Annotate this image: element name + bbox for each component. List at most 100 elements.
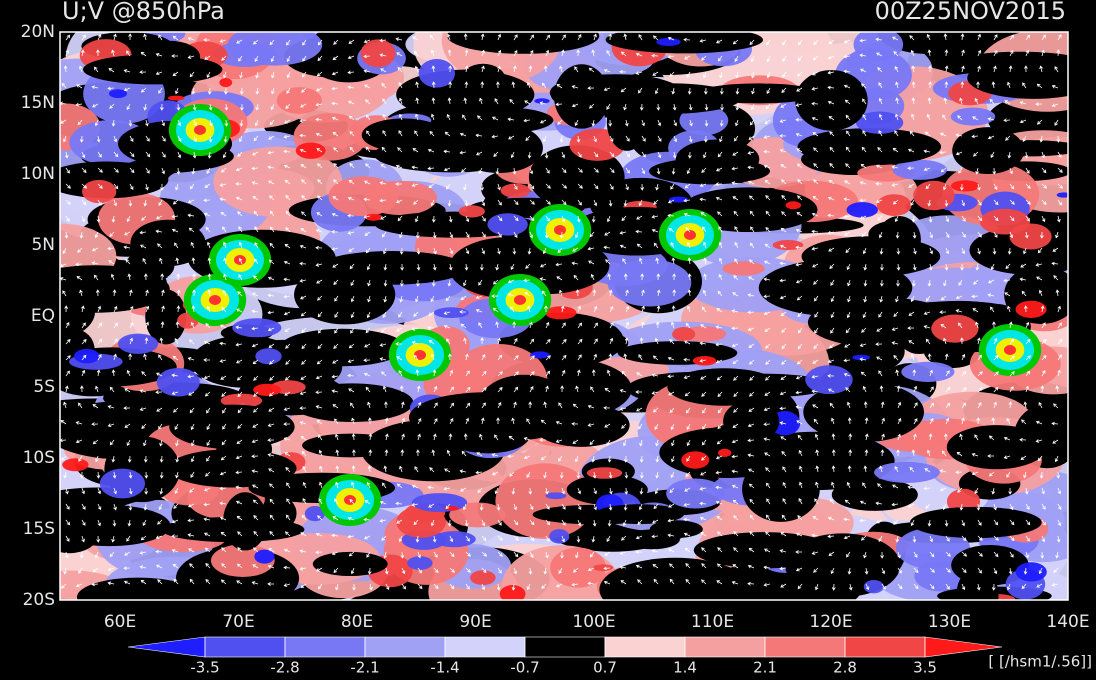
wind-arrow [267,327,275,332]
wind-arrow [253,135,259,142]
wind-arrow [91,582,99,587]
wind-arrow [592,289,597,297]
wind-arrow [543,567,548,575]
wind-arrow [593,305,598,313]
wind-arrow [621,215,627,222]
wind-arrow [1025,183,1031,189]
wind-arrow [943,97,948,105]
lat-label: EQ [31,306,55,326]
wind-arrow [253,210,259,217]
wind-arrow [559,135,564,143]
wind-arrow [127,519,132,527]
wind-arrow [113,322,118,329]
wind-arrow [411,183,419,187]
wind-arrow [988,435,995,441]
wind-arrow [701,455,707,461]
wind-arrow [317,179,323,185]
lon-label: 110E [691,612,734,632]
wind-arrow [687,289,692,297]
wind-arrow [545,370,551,377]
wind-arrow [158,423,163,430]
wind-arrow [669,407,675,414]
wind-arrow [92,404,99,409]
wind-arrow [155,71,163,76]
wind-arrow [171,519,179,524]
wind-arrow [172,563,179,569]
wind-arrow [653,199,659,205]
calm-patch [553,329,629,357]
wind-arrow [545,338,551,345]
wind-arrow [302,71,307,78]
wind-arrow [123,566,131,571]
wind-arrow [561,354,567,361]
wind-arrow [268,180,275,185]
wind-arrow [572,567,579,573]
wind-arrow [283,565,291,570]
wind-arrow [350,567,355,575]
wind-arrow [300,583,307,588]
wind-arrow [859,181,867,185]
wind-arrow [62,135,67,143]
wind-arrow [235,325,243,330]
wind-arrow [415,535,420,543]
wind-arrow [513,503,518,511]
wind-arrow [301,211,307,217]
wind-arrow [619,70,627,74]
wind-arrow [811,389,819,394]
wind-arrow [763,565,771,570]
wind-arrow [971,134,979,139]
field-patch [901,361,955,382]
wind-arrow [1057,34,1062,41]
wind-arrow [108,260,115,265]
wind-arrow [635,52,643,57]
wind-arrow [460,487,467,492]
wind-arrow [187,533,195,537]
wind-arrow [203,358,211,362]
wind-arrow [879,295,884,303]
wind-arrow [267,582,275,586]
wind-arrow [607,455,612,463]
wind-arrow [625,167,630,174]
wind-arrow [172,355,179,361]
wind-arrow [238,226,243,233]
wind-arrow [577,519,582,527]
wind-arrow [252,292,259,297]
wind-arrow [923,486,931,491]
wind-arrow [285,359,291,365]
wind-arrow [475,308,483,313]
colorbar-bin [444,636,526,658]
wind-arrow [284,531,291,537]
wind-arrow [747,438,755,443]
wind-arrow [368,449,373,457]
wind-arrow [299,295,307,300]
wind-arrow [896,449,900,457]
wind-arrow [497,401,502,409]
wind-arrow [269,119,275,126]
wind-arrow [460,295,467,301]
wind-arrow [718,55,723,62]
wind-arrow [299,244,307,249]
wind-arrow [876,356,883,361]
wind-arrow [235,182,243,186]
wind-arrow [655,455,660,463]
wind-arrow [379,181,387,185]
wind-arrow [491,453,499,457]
wind-arrow [431,97,436,105]
wind-arrow [267,564,275,569]
wind-arrow [667,374,675,379]
wind-arrow [827,213,835,218]
wind-arrow [174,487,179,495]
wind-arrow [81,503,86,510]
wind-arrow [544,487,549,495]
wind-arrow [379,198,387,203]
wind-arrow [428,311,435,316]
wind-arrow [251,309,259,314]
wind-arrow [65,503,70,510]
wind-arrow [347,359,355,363]
wind-arrow [401,567,406,575]
wind-arrow [172,71,179,77]
field-patch [458,205,485,218]
wind-arrow [848,449,853,457]
wind-arrow [766,55,771,63]
wind-arrow [992,247,997,255]
